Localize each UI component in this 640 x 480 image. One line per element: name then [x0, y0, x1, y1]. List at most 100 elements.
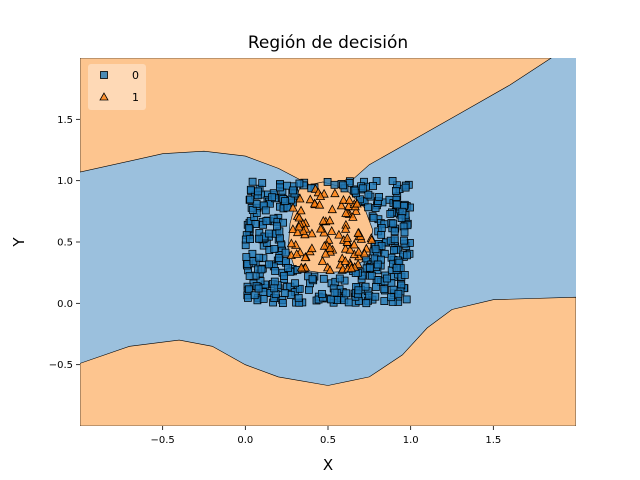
class-0-point — [250, 291, 259, 300]
class-1-point — [346, 263, 357, 273]
class-0-point — [401, 183, 410, 192]
class-0-point — [270, 245, 279, 253]
x-axis-label: X — [323, 456, 333, 474]
class-1-point — [309, 198, 320, 208]
class-0-point — [271, 267, 280, 275]
class-0-point — [278, 299, 287, 308]
class-0-point — [403, 251, 411, 260]
class-1-point — [314, 199, 325, 209]
class-0-point — [281, 248, 290, 257]
y-tick-label: 0.0 — [57, 299, 73, 310]
class-0-point — [280, 271, 289, 280]
class-0-point — [259, 294, 268, 303]
class-0-point — [388, 176, 397, 185]
class-1-point — [307, 228, 317, 238]
class-0-point — [254, 234, 263, 243]
class-1-point — [286, 238, 297, 248]
legend-marker-0 — [100, 71, 108, 79]
class-1-point — [325, 242, 335, 252]
class-1-point — [298, 225, 308, 235]
x-tick-label: 1.5 — [485, 435, 501, 446]
class-1-point — [352, 198, 362, 208]
class-0-point — [330, 180, 339, 189]
class-0-point — [380, 285, 389, 294]
class-0-point — [318, 289, 326, 298]
class-0-point — [361, 282, 370, 291]
class-0-point — [257, 265, 266, 274]
class-0-point — [382, 274, 391, 283]
class-0-point — [289, 186, 298, 195]
class-1-point — [348, 212, 358, 221]
class-0-point — [295, 179, 304, 188]
class-0-point — [390, 235, 399, 244]
class-1-point — [292, 249, 302, 258]
class-0-point — [397, 214, 406, 223]
class-0-point — [365, 263, 374, 272]
x-axis: −0.5 0.0 0.5 1.0 1.5 — [151, 426, 501, 446]
class-0-point — [327, 295, 336, 304]
class-1-point — [288, 202, 298, 212]
class-0-point — [339, 181, 348, 190]
class-0-point — [242, 253, 251, 262]
class-0-point — [367, 271, 376, 280]
class-1-point — [340, 256, 350, 265]
y-tick-label: 1.0 — [57, 176, 73, 187]
class-0-point — [392, 264, 401, 273]
class-0-point — [280, 289, 289, 297]
class-1-point — [341, 208, 351, 217]
class-1-point — [334, 229, 344, 239]
class-0-point — [330, 288, 339, 297]
class-1-point — [359, 248, 370, 258]
class-0-point — [252, 199, 261, 208]
y-tick-label: −0.5 — [49, 360, 73, 371]
class-0-point — [243, 293, 252, 302]
legend: 0 1 — [88, 64, 146, 110]
class-0-point — [394, 289, 403, 298]
class-0-point — [354, 286, 363, 295]
class-0-point — [342, 289, 351, 298]
class-0-point — [323, 177, 332, 186]
class-1-point — [330, 188, 340, 198]
class-0-point — [386, 209, 395, 218]
class-1-point — [340, 223, 351, 233]
class-0-point — [377, 224, 386, 232]
class-0-point — [371, 245, 380, 254]
class-1-point — [327, 226, 337, 235]
class-0-point — [358, 184, 367, 193]
class-0-point — [258, 179, 267, 187]
class-1-point — [342, 233, 353, 242]
class-1-point — [296, 205, 306, 215]
class-0-point — [295, 284, 304, 293]
x-tick-label: −0.5 — [151, 435, 175, 446]
class-0-point — [244, 224, 253, 233]
class-0-point — [265, 229, 273, 238]
y-tick-label: 1.5 — [57, 115, 73, 126]
class-1-point — [294, 212, 304, 222]
class-0-point — [275, 254, 283, 263]
class-0-point — [308, 274, 317, 283]
class-0-point — [391, 186, 400, 195]
class-1-point — [345, 244, 355, 254]
class-1-point — [353, 227, 363, 237]
class-0-point — [251, 220, 260, 229]
class-0-point — [246, 185, 255, 194]
class-0-point — [387, 293, 395, 302]
class-1-point — [288, 224, 298, 234]
legend-label-1: 1 — [132, 91, 139, 104]
class-1-point — [307, 243, 317, 253]
class-0-point — [245, 271, 254, 280]
class-1-point — [367, 234, 377, 244]
class-0-point — [344, 298, 353, 307]
class-1-region-bottom — [80, 296, 576, 426]
class-1-point — [338, 194, 349, 204]
class-0-point — [246, 235, 255, 244]
class-0-point — [254, 284, 263, 293]
y-axis-label: Y — [10, 237, 28, 248]
class-0-point — [390, 227, 399, 236]
class-1-point — [344, 195, 355, 205]
class-0-point — [364, 190, 373, 199]
legend-label-0: 0 — [132, 69, 139, 82]
class-0-point — [402, 295, 411, 304]
class-1-point — [294, 221, 304, 231]
